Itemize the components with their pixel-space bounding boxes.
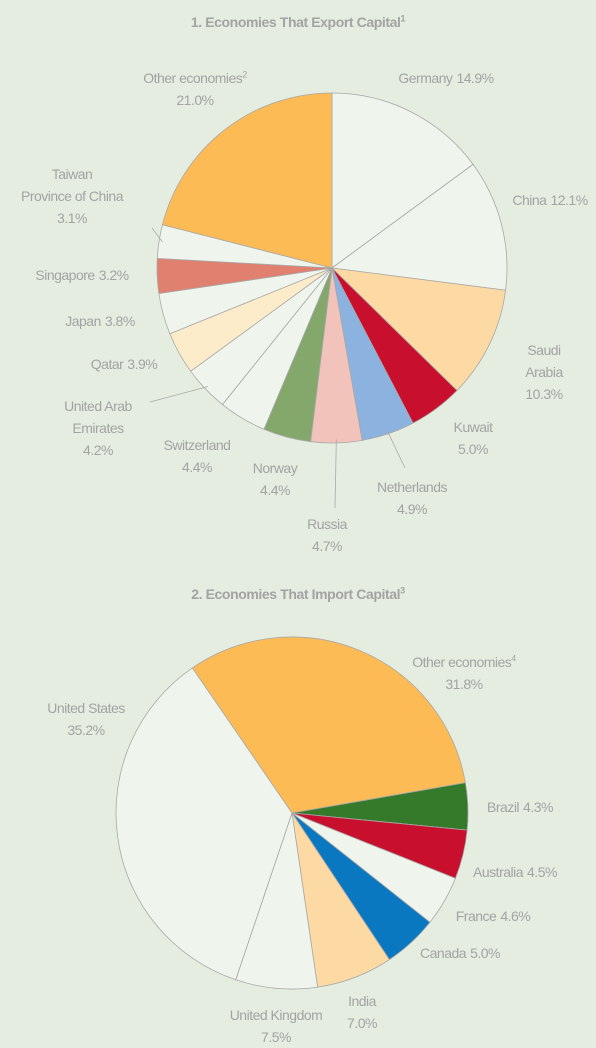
slice-value: 10.3%: [525, 386, 563, 402]
pie-slice: [330, 267, 507, 392]
chart-title: 2. Economies That Import Capital3: [191, 586, 405, 602]
title-note: 1: [400, 13, 406, 24]
slice-value: 4.7%: [312, 538, 342, 554]
slice-label: Qatar 3.9%: [90, 353, 158, 375]
slice-name: Other economies: [412, 654, 512, 670]
slice-name: Kuwait: [453, 419, 493, 435]
slice-name: Netherlands: [377, 479, 448, 495]
slice-name: France: [455, 908, 497, 924]
slice-label: Taiwan Province of China 3.1%: [20, 163, 124, 229]
slice-value: 31.8%: [445, 676, 483, 692]
slice-label: Saudi Arabia 10.3%: [518, 339, 570, 405]
slice-label: France 4.6%: [456, 905, 531, 927]
pie-slice: [115, 667, 293, 981]
slice-value: 5.0%: [470, 945, 500, 961]
leader-line: [386, 430, 406, 469]
slice-label: China 12.1%: [512, 189, 588, 211]
slice-label: India 7.0%: [347, 990, 377, 1034]
slice-label: Singapore 3.2%: [35, 264, 129, 286]
slice-value: 4.4%: [260, 482, 290, 498]
slice-value: 5.0%: [458, 441, 488, 457]
slice-label: Germany 14.9%: [398, 67, 494, 89]
slice-name: Saudi Arabia: [525, 342, 563, 380]
slice-name: Switzerland: [163, 437, 231, 453]
leader-line: [334, 439, 337, 509]
slice-value: 4.9%: [397, 501, 427, 517]
slice-note: 2: [242, 69, 247, 80]
slice-label: Switzerland 4.4%: [164, 434, 231, 478]
slice-name: Taiwan Province of China: [20, 166, 124, 204]
slice-note: 4: [511, 653, 516, 664]
slice-label: Kuwait 5.0%: [453, 416, 493, 460]
slice-value: 14.9%: [456, 70, 494, 86]
slice-value: 7.0%: [347, 1015, 377, 1031]
pie-slice: [330, 163, 508, 291]
slice-name: China: [512, 192, 547, 208]
slice-value: 7.5%: [261, 1029, 291, 1045]
slice-name: United Kingdom: [229, 1007, 323, 1023]
slice-label: Australia 4.5%: [473, 861, 557, 883]
slice-value: 4.2%: [83, 442, 113, 458]
slice-value: 3.2%: [98, 267, 129, 283]
title-text: 1. Economies That Export Capital: [190, 14, 401, 30]
slice-name: Singapore: [35, 267, 95, 283]
slice-value: 3.8%: [104, 313, 135, 329]
slice-name: Norway: [252, 460, 298, 476]
slice-value: 21.0%: [176, 92, 214, 108]
slice-name: India: [348, 993, 376, 1009]
slice-name: Other economies: [143, 70, 243, 86]
title-text: 2. Economies That Import Capital: [191, 586, 401, 602]
slice-value: 4.5%: [527, 864, 557, 880]
leader-line: [149, 386, 209, 403]
slice-label: Other economies2 21.0%: [143, 67, 247, 111]
pie-slice: [161, 92, 333, 269]
slice-label: United Arab Emirates 4.2%: [64, 395, 132, 461]
slice-name: Qatar: [90, 356, 124, 372]
slice-value: 3.1%: [57, 210, 87, 226]
slice-label: Norway 4.4%: [252, 457, 298, 501]
pie-slice: [331, 92, 474, 269]
slice-label: Russia 4.7%: [307, 513, 347, 557]
slice-label: Canada 5.0%: [420, 942, 500, 964]
slice-name: Australia: [473, 864, 524, 880]
title-note: 3: [400, 585, 405, 596]
slice-label: Japan 3.8%: [65, 310, 135, 332]
slice-value: 4.3%: [523, 799, 553, 815]
slice-label: Other economies4 31.8%: [412, 651, 516, 695]
pie-slice: [191, 636, 466, 814]
chart-title: 1. Economies That Export Capital1: [190, 13, 406, 30]
leader-line: [151, 227, 163, 243]
slice-name: Japan: [65, 313, 101, 329]
slice-label: Netherlands 4.9%: [377, 476, 448, 520]
slice-name: Russia: [307, 516, 347, 532]
slice-name: United Arab Emirates: [64, 398, 132, 436]
slice-label: United States 35.2%: [47, 697, 125, 741]
slice-value: 35.2%: [67, 722, 105, 738]
slice-label: United Kingdom 7.5%: [230, 1004, 323, 1048]
slice-name: Brazil: [487, 799, 520, 815]
slice-name: Canada: [420, 945, 467, 961]
slice-value: 4.4%: [182, 459, 212, 475]
slice-label: Brazil 4.3%: [487, 796, 553, 818]
slice-name: Germany: [398, 70, 453, 86]
slice-value: 3.9%: [127, 356, 158, 372]
slice-value: 4.6%: [500, 908, 531, 924]
slice-value: 12.1%: [550, 192, 588, 208]
slice-name: United States: [47, 700, 125, 716]
